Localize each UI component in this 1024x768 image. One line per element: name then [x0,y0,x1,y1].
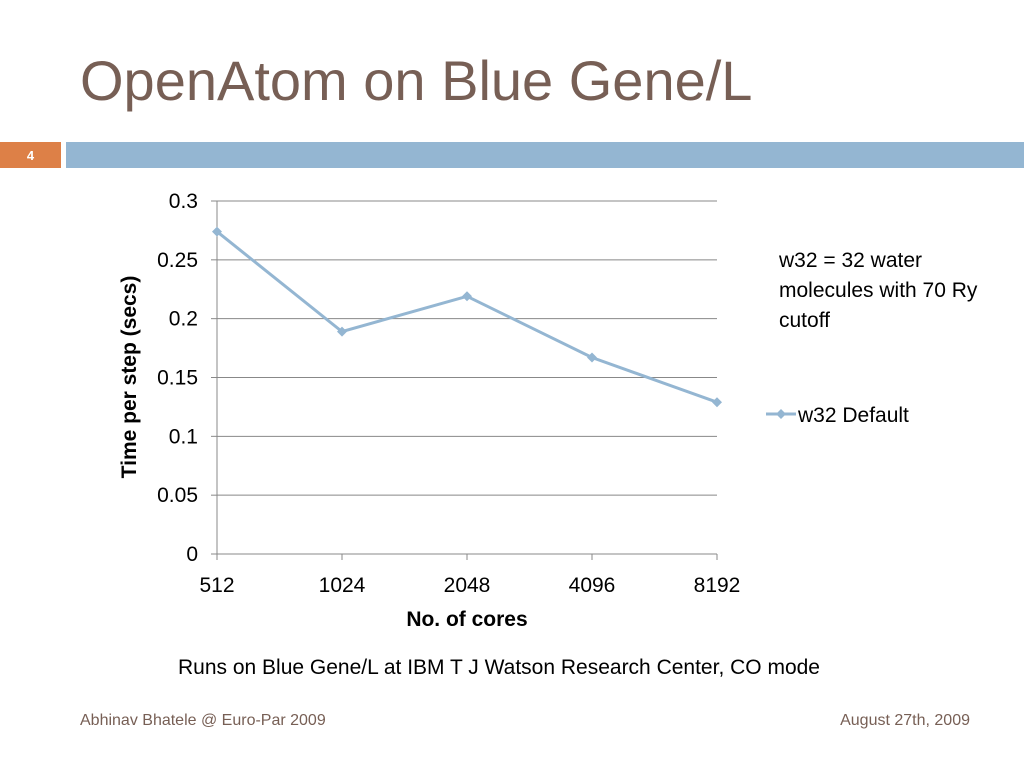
y-tick-label: 0.25 [157,249,198,272]
x-tick-label: 8192 [694,574,741,597]
y-tick-label: 0.15 [157,367,198,390]
slide-caption: Runs on Blue Gene/L at IBM T J Watson Re… [178,656,820,679]
data-point-marker [462,291,472,302]
data-point-marker [212,226,222,237]
y-tick-label: 0.05 [157,484,198,507]
legend-marker [776,409,786,419]
x-tick-label: 4096 [569,574,616,597]
footer-author: Abhinav Bhatele @ Euro-Par 2009 [80,712,326,729]
y-tick-label: 0 [186,543,198,566]
data-point-marker [587,352,597,363]
y-tick-labels: 0 0.05 0.1 0.15 0.2 0.25 0.3 [157,190,198,566]
slide-title: OpenAtom on Blue Gene/L [80,49,753,112]
x-tick-label: 2048 [444,574,491,597]
x-tick-labels: 512 1024 2048 4096 8192 [199,554,740,597]
accent-bar [66,142,1024,168]
y-tick-label: 0.3 [169,190,198,213]
x-tick-label: 1024 [319,574,366,597]
data-point-marker [712,397,722,408]
chart-annotation: w32 = 32 water molecules with 70 Ry cuto… [779,249,978,332]
x-tick-label: 512 [199,574,234,597]
y-tick-label: 0.1 [169,425,198,448]
y-axis-label: Time per step (secs) [118,276,141,479]
chart-gridlines [211,200,717,555]
slide-number: 4 [0,142,61,168]
y-tick-label: 0.2 [169,308,198,331]
series-line [216,230,718,404]
chart-legend: w32 Default [766,404,909,427]
footer-date: August 27th, 2009 [840,712,970,729]
data-point-marker [337,326,347,337]
legend-label: w32 Default [797,404,909,427]
chart-series [212,226,722,408]
x-axis-label: No. of cores [406,608,527,631]
